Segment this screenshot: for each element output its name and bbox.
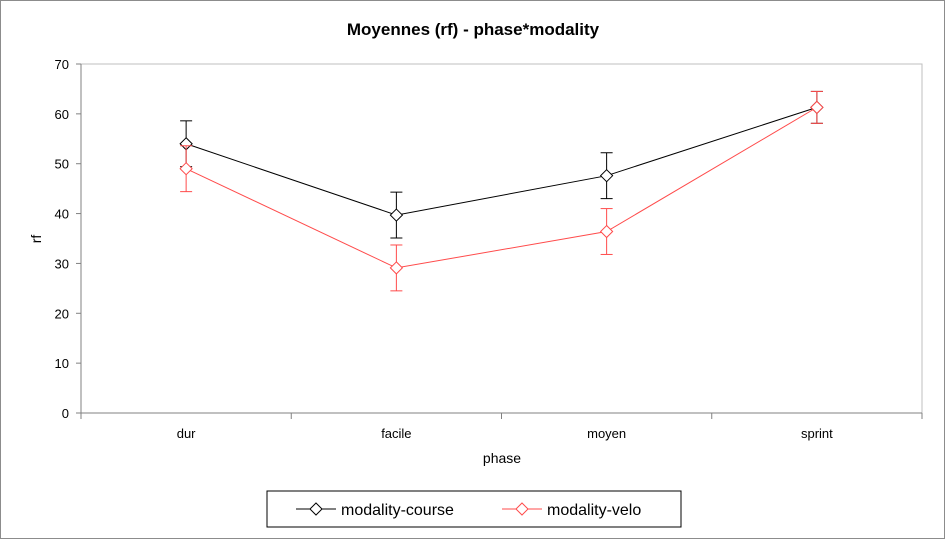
legend-label: modality-course <box>341 502 454 519</box>
series-modality-velo <box>179 90 824 292</box>
y-tick-label: 20 <box>55 306 69 321</box>
x-tick-label: moyen <box>587 426 626 441</box>
y-tick-label: 30 <box>55 256 69 271</box>
y-tick-label: 10 <box>55 356 69 371</box>
y-tick-label: 0 <box>62 406 69 421</box>
chart-title: Moyennes (rf) - phase*modality <box>347 20 600 39</box>
y-tick-label: 40 <box>55 207 69 222</box>
legend-label: modality-velo <box>547 502 641 519</box>
x-tick-label: dur <box>177 426 196 441</box>
series-line <box>185 106 818 216</box>
data-point <box>389 208 404 222</box>
y-tick-label: 70 <box>55 57 69 72</box>
y-axis-label: rf <box>28 235 44 244</box>
x-axis-label: phase <box>483 450 521 466</box>
data-point <box>810 100 824 115</box>
data-point <box>599 168 614 183</box>
data-point <box>179 161 193 176</box>
legend-marker <box>309 502 323 516</box>
series-modality-course <box>179 90 824 239</box>
data-point <box>599 224 614 239</box>
y-tick-label: 50 <box>55 157 69 172</box>
x-tick-label: sprint <box>801 426 833 441</box>
legend-marker <box>515 502 529 516</box>
series-line <box>185 106 818 269</box>
y-tick-label: 60 <box>55 107 69 122</box>
plot-area <box>80 63 923 414</box>
data-point <box>389 261 404 275</box>
x-tick-label: facile <box>381 426 411 441</box>
